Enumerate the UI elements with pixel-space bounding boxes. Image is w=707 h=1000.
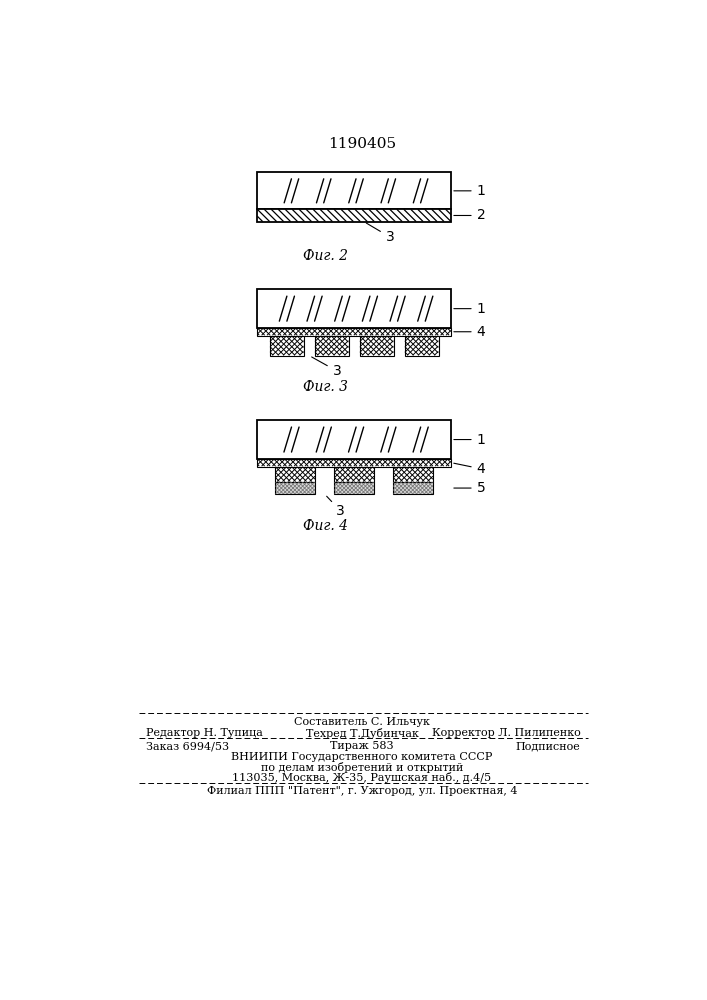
Polygon shape [257,289,451,328]
Polygon shape [257,328,451,336]
Text: Филиал ППП "Патент", г. Ужгород, ул. Проектная, 4: Филиал ППП "Патент", г. Ужгород, ул. Про… [206,786,518,796]
Polygon shape [393,466,433,482]
Text: 5: 5 [454,481,486,495]
Text: 3: 3 [312,357,341,378]
Text: Заказ 6994/53: Заказ 6994/53 [146,741,230,751]
Text: Подписное: Подписное [515,741,580,751]
Text: 113035, Москва, Ж-35, Раушская наб., д.4/5: 113035, Москва, Ж-35, Раушская наб., д.4… [233,772,491,783]
Text: 3: 3 [327,496,345,518]
Text: по делам изобретений и открытий: по делам изобретений и открытий [261,762,463,773]
Text: 1190405: 1190405 [328,137,396,151]
Text: Составитель С. Ильчук: Составитель С. Ильчук [294,717,430,727]
Text: 3: 3 [366,223,395,244]
Polygon shape [257,459,451,466]
Text: 1: 1 [454,184,486,198]
Text: Фиг. 3: Фиг. 3 [303,380,348,394]
Text: 2: 2 [454,208,486,222]
Text: Фиг. 2: Фиг. 2 [303,249,348,263]
Polygon shape [257,209,451,222]
Polygon shape [270,336,304,356]
Text: Фиг. 4: Фиг. 4 [303,519,348,533]
Text: Корректор Л. Пилипенко: Корректор Л. Пилипенко [432,728,580,738]
Polygon shape [315,336,349,356]
Polygon shape [275,482,315,494]
Text: 4: 4 [454,325,486,339]
Polygon shape [393,482,433,494]
Polygon shape [275,466,315,482]
Polygon shape [257,420,451,459]
Text: Техред Т.Дубинчак: Техред Т.Дубинчак [305,728,419,739]
Text: 1: 1 [454,433,486,447]
Text: Тираж 583: Тираж 583 [330,741,394,751]
Text: 4: 4 [454,462,486,476]
Polygon shape [334,482,374,494]
Text: 1: 1 [454,302,486,316]
Polygon shape [404,336,438,356]
Text: Редактор Н. Тупица: Редактор Н. Тупица [146,728,264,738]
Polygon shape [257,172,451,209]
Polygon shape [334,466,374,482]
Polygon shape [360,336,394,356]
Text: ВНИИПИ Государственного комитета СССР: ВНИИПИ Государственного комитета СССР [231,752,493,762]
